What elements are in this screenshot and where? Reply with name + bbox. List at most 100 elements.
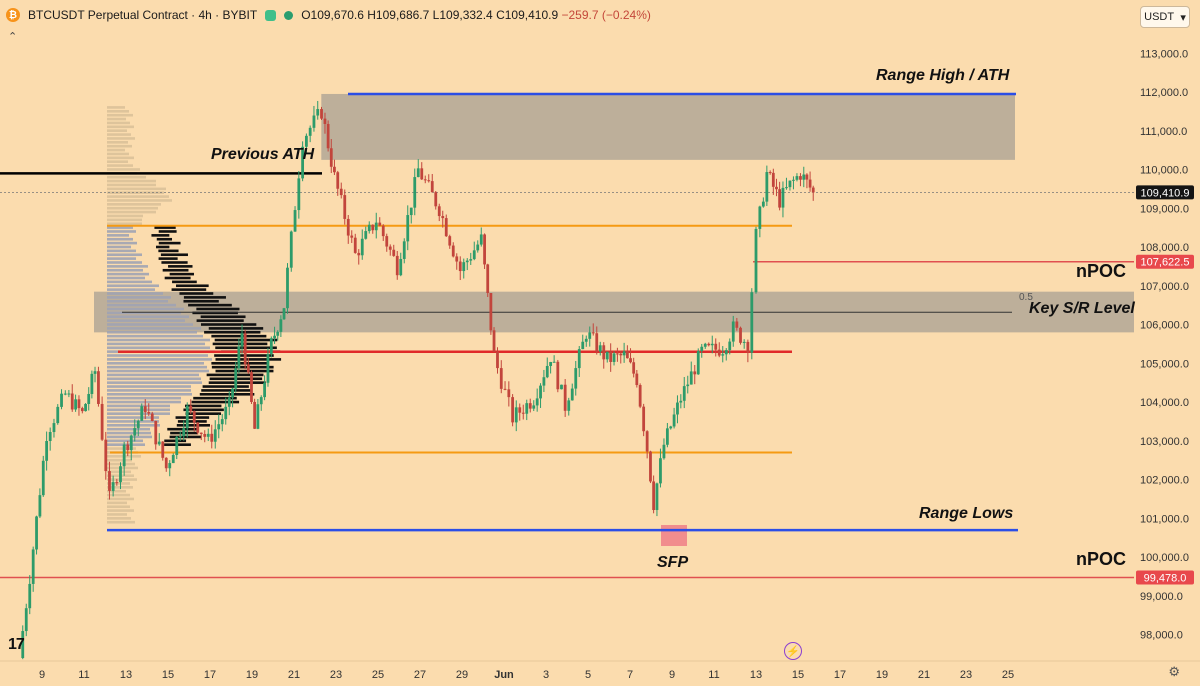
candle-body [492,330,496,352]
volume-profile-bar [107,121,130,125]
gear-icon[interactable]: ⚙ [1168,664,1180,679]
candle-body [357,252,361,256]
y-tick-label: 106,000.0 [1140,320,1189,332]
volume-profile-bar [107,501,127,505]
volume-profile-bar [107,234,129,237]
last-price-label-bg [1136,185,1194,200]
candle-body [246,364,250,373]
candle-body [253,401,257,429]
volume-profile-bar [107,361,204,365]
volume-profile-bar [107,505,130,509]
candle-body [178,436,182,438]
x-tick-label: 9 [39,669,45,681]
candle-body [136,420,140,429]
candle-body [518,407,522,413]
candle-body [781,187,785,208]
volume-profile-bar-dark [200,315,246,319]
candle-body [111,482,115,491]
candle-body [80,408,84,412]
candle-body [395,255,399,276]
candle-body [293,210,297,232]
volume-profile-bar [107,303,176,307]
y-tick-label: 108,000.0 [1140,242,1189,254]
volume-profile-bar [107,245,131,249]
candle-body [434,192,438,207]
volume-profile-bar-dark [162,268,189,272]
candle-body [276,331,280,336]
currency-select[interactable]: USDT ▾ [1140,6,1190,28]
candle-body [632,362,636,374]
candle-body [489,292,493,331]
candle-body [602,345,606,360]
candle-body [282,308,286,320]
symbol-title[interactable]: BTCUSDT Perpetual Contract · 4h · BYBIT [28,8,258,22]
x-tick-label: 17 [834,669,846,681]
candle-body [556,361,560,390]
candle-body [696,351,700,375]
candle-body [279,319,283,332]
candle-body [84,403,87,412]
candle-body [67,393,71,395]
currency-label: USDT [1144,11,1175,23]
volume-profile-bar-dark [164,439,187,443]
volume-profile-bar [107,420,159,423]
volume-profile-bar [107,396,181,400]
candle-body [717,349,721,356]
candle-body [308,127,312,136]
candle-body [52,423,56,433]
volume-profile-bar-dark [201,389,252,392]
candle-body [21,631,25,658]
candle-body [388,246,392,250]
volume-profile-bar [107,385,191,388]
candle-body [669,426,673,429]
y-tick-label: 104,000.0 [1140,397,1189,409]
volume-profile-bar [107,272,149,276]
x-tick-label: 25 [372,669,384,681]
candle-body [240,333,244,347]
volume-profile-bar [107,203,161,206]
candle-body [549,362,553,366]
candle-body [441,216,445,219]
candle-body [371,224,375,231]
volume-profile-bar-dark [171,288,207,291]
candle-body [243,333,247,365]
x-tick-label: 21 [288,669,300,681]
y-tick-label: 98,000.0 [1140,630,1183,642]
volume-profile-bar [107,327,201,330]
candle-body [808,179,812,188]
candle-body [392,249,396,256]
volume-profile-bar-dark [212,342,268,346]
volume-profile-bar [107,334,203,338]
volume-profile-bar [107,292,163,295]
lightning-icon[interactable]: ⚡ [784,642,802,660]
candle-body [792,179,795,181]
label-previous-ath: Previous ATH [211,146,315,163]
candle-body [203,433,207,437]
candle-body [645,431,649,452]
candle-body [739,327,742,343]
volume-profile-bar [107,311,181,315]
candle-body [406,215,410,242]
candle-body [503,388,507,390]
volume-profile-bar [107,168,140,171]
candle-body [619,353,623,356]
volume-profile-bar [107,249,136,253]
candle-body [297,178,301,211]
label-range-high: Range High / ATH [876,67,1010,84]
volume-profile-bar [107,482,130,485]
volume-profile-bar [107,497,134,501]
volume-profile-bar [107,513,127,516]
candle-body [574,368,578,389]
volume-profile-bar [107,241,137,245]
candle-body [521,412,525,414]
y-tick-label: 113,000.0 [1140,48,1188,60]
volume-profile-bar [107,520,135,524]
candle-body [346,218,350,236]
candle-body [528,403,532,409]
volume-profile-bar [107,268,143,272]
chevron-up-icon[interactable]: ⌃ [8,31,18,43]
candle-body [133,428,137,436]
y-tick-label: 99,000.0 [1140,591,1183,603]
candle-body [423,179,427,181]
